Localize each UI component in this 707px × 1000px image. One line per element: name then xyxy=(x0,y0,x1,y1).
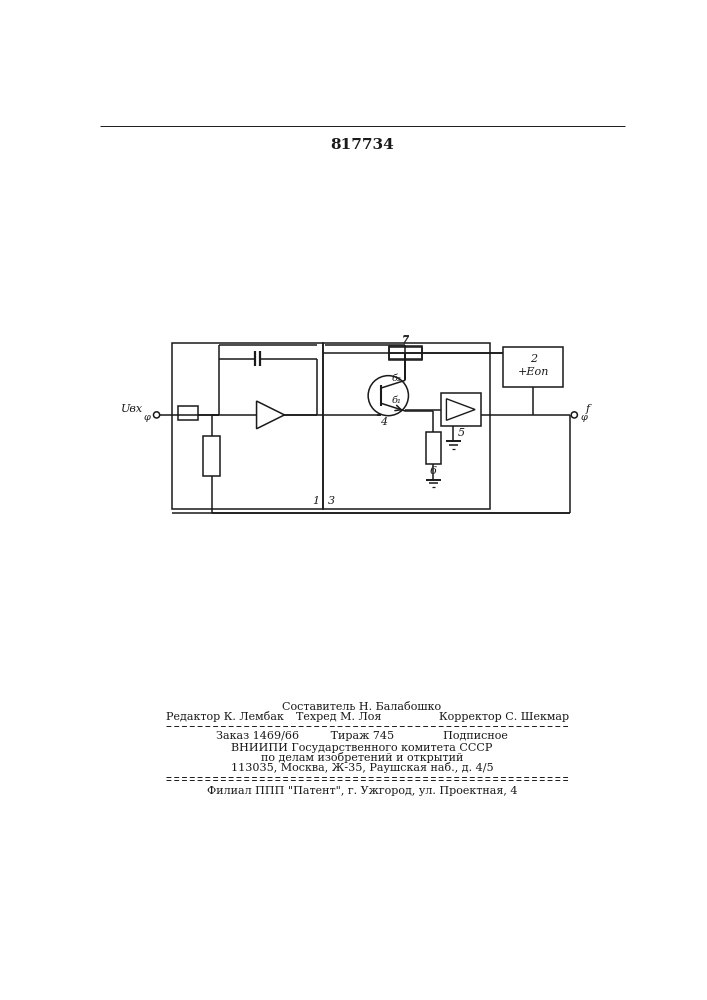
Text: Филиал ППП "Патент", г. Ужгород, ул. Проектная, 4: Филиал ППП "Патент", г. Ужгород, ул. Про… xyxy=(206,786,518,796)
Text: по делам изобретений и открытий: по делам изобретений и открытий xyxy=(261,752,463,763)
Text: Составитель Н. Балабошко: Составитель Н. Балабошко xyxy=(282,702,441,712)
Text: φ: φ xyxy=(144,413,151,422)
Text: Техред М. Лоя: Техред М. Лоя xyxy=(296,712,381,722)
Bar xyxy=(426,432,441,464)
Bar xyxy=(389,346,421,359)
Bar xyxy=(203,436,220,476)
Bar xyxy=(323,343,490,509)
Circle shape xyxy=(153,412,160,418)
Circle shape xyxy=(571,412,578,418)
Text: 7: 7 xyxy=(402,336,409,346)
Bar xyxy=(441,393,481,426)
Bar xyxy=(172,343,323,509)
Text: Редактор К. Лембак: Редактор К. Лембак xyxy=(166,711,284,722)
Text: 5: 5 xyxy=(457,428,464,438)
Text: Заказ 1469/66         Тираж 745              Подписное: Заказ 1469/66 Тираж 745 Подписное xyxy=(216,731,508,741)
Text: 1: 1 xyxy=(312,496,319,506)
Text: f: f xyxy=(586,404,590,414)
Text: φ: φ xyxy=(580,413,588,422)
Bar xyxy=(389,347,421,360)
Text: +Еоп: +Еоп xyxy=(518,367,549,377)
Text: Корректор С. Шекмар: Корректор С. Шекмар xyxy=(439,712,569,722)
Bar xyxy=(177,406,198,420)
Text: 3: 3 xyxy=(327,496,334,506)
Bar xyxy=(503,347,563,387)
Text: ВНИИПИ Государственного комитета СССР: ВНИИПИ Государственного комитета СССР xyxy=(231,743,493,753)
Text: 113035, Москва, Ж-35, Раушская наб., д. 4/5: 113035, Москва, Ж-35, Раушская наб., д. … xyxy=(230,762,493,773)
Text: 817734: 817734 xyxy=(330,138,394,152)
Text: Uвх: Uвх xyxy=(120,404,143,414)
Text: 7: 7 xyxy=(402,335,409,345)
Text: 4: 4 xyxy=(380,417,387,427)
Text: 6: 6 xyxy=(430,466,437,476)
Text: б₂: б₂ xyxy=(392,374,402,383)
Text: б₁: б₁ xyxy=(392,396,402,405)
Text: 2: 2 xyxy=(530,354,537,364)
